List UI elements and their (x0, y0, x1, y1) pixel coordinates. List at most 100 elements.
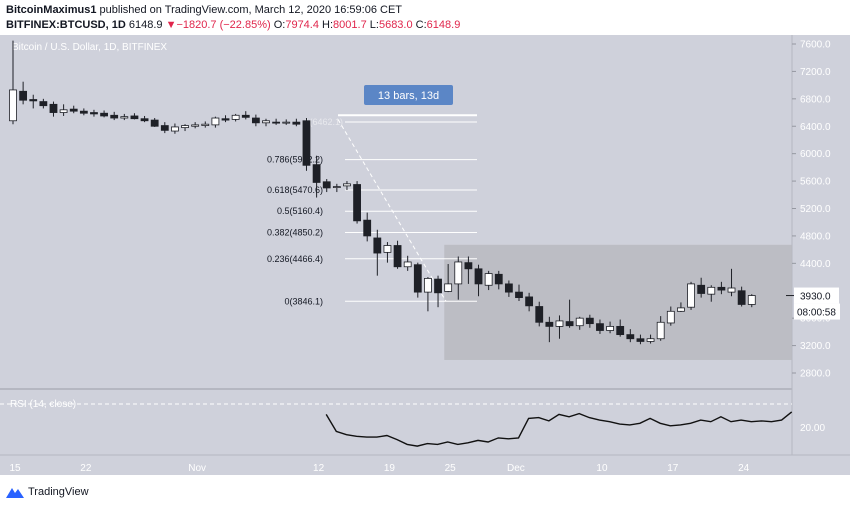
published-info: published on TradingView.com, March 12, … (99, 4, 403, 16)
candle-bearish (160, 125, 169, 131)
chart-header: BitcoinMaximus1 published on TradingView… (6, 3, 460, 33)
time-axis-background (0, 455, 850, 475)
candle-bullish (444, 283, 453, 292)
candle-bearish (39, 101, 48, 107)
price-axis-label: 7600.0 (800, 40, 831, 51)
time-axis-label: 10 (596, 463, 608, 474)
candle-bullish (332, 186, 341, 188)
candle-bullish (747, 295, 756, 305)
candle-bullish (403, 261, 412, 268)
countdown-label: 08:00:58 (797, 308, 836, 319)
last-price: 6148.9 (128, 19, 163, 31)
fib-label: 0(3846.1) (284, 296, 323, 306)
candle-bearish (585, 317, 594, 325)
candle-bearish (373, 237, 382, 254)
chart-title: Bitcoin / U.S. Dollar, 1D, BITFINEX (12, 42, 167, 53)
candle-bullish (171, 126, 179, 132)
candle-bullish (201, 123, 210, 126)
candle-bullish (484, 273, 493, 286)
candle-bullish (120, 116, 129, 119)
candle-bearish (130, 115, 139, 120)
candle-bullish (575, 317, 584, 327)
candle-bearish (19, 90, 28, 101)
candle-bullish (282, 121, 291, 124)
tradingview-footer[interactable]: TradingView (6, 486, 89, 498)
publish-line: BitcoinMaximus1 published on TradingView… (6, 3, 460, 18)
time-axis-label: 25 (445, 463, 457, 474)
symbol-label: BITFINEX:BTCUSD, 1D (6, 19, 126, 31)
current-price-box (794, 287, 839, 304)
candle-bearish (100, 112, 108, 117)
fib-label-top: 1(6462.1) (304, 117, 343, 127)
time-axis-label: 24 (738, 463, 750, 474)
candle-bearish (515, 291, 523, 299)
price-axis-label: 6800.0 (800, 94, 831, 105)
candle-bullish (454, 261, 463, 285)
candle-bullish (687, 283, 695, 308)
candle-bearish (302, 120, 311, 166)
time-axis-label: Dec (507, 463, 525, 474)
candle-bearish (626, 334, 635, 340)
fib-label: 0.618(5470.6) (267, 185, 323, 195)
chart-area[interactable]: Bitcoin / U.S. Dollar, 1D, BITFINEX RSI … (0, 35, 850, 475)
close-label: C: (415, 19, 427, 31)
candle-bearish (697, 284, 706, 294)
countdown-box (794, 303, 840, 320)
price-axis-label: 6000.0 (800, 149, 831, 160)
candle-bearish (545, 321, 554, 327)
candle-bearish (565, 321, 574, 327)
open-value: 7974.4 (285, 19, 319, 31)
price-axis-background (792, 35, 850, 455)
price-change: −1820.7 (−22.85%) (176, 19, 271, 31)
candle-bearish (292, 121, 301, 125)
rsi-pane-background (0, 390, 792, 455)
candle-bullish (555, 320, 564, 327)
fib-label: 0.786(5912.2) (267, 155, 323, 165)
candle-bullish (666, 310, 675, 324)
measure-label-box (364, 85, 453, 105)
measure-label: 13 bars, 13d (378, 90, 439, 102)
candle-bearish (353, 184, 361, 222)
candle-bearish (241, 114, 250, 118)
candle-bearish (504, 283, 513, 293)
candle-bearish (717, 286, 726, 291)
candle-bullish (424, 278, 432, 293)
fib-label: 0.5(5160.4) (277, 206, 323, 216)
candle-bearish (636, 338, 645, 342)
time-axis-label: 12 (313, 463, 325, 474)
candle-bullish (262, 120, 270, 124)
candle-bearish (140, 118, 149, 122)
candlestick-chart[interactable]: Bitcoin / U.S. Dollar, 1D, BITFINEX RSI … (0, 35, 850, 475)
candle-bearish (322, 181, 331, 189)
candle-bearish (616, 325, 625, 336)
author-name[interactable]: BitcoinMaximus1 (6, 4, 97, 16)
candle-bearish (221, 118, 230, 121)
down-arrow-icon: ▼ (165, 19, 177, 31)
current-price-label: 3930.0 (800, 292, 831, 303)
ohlc-line: BITFINEX:BTCUSD, 1D 6148.9 ▼−1820.7 (−22… (6, 18, 460, 33)
candle-bullish (343, 183, 351, 187)
tradingview-brand: TradingView (28, 486, 89, 498)
candle-bullish (211, 117, 220, 126)
time-axis-label: 19 (384, 463, 396, 474)
candle-bullish (383, 245, 392, 253)
time-axis-label: 15 (9, 463, 21, 474)
candle-bearish (69, 108, 78, 112)
candle-bearish (596, 323, 604, 331)
candle-bullish (727, 287, 736, 293)
candle-bearish (464, 262, 473, 270)
candle-bearish (49, 103, 58, 113)
low-value: 5683.0 (378, 19, 413, 31)
candle-bearish (434, 278, 442, 294)
price-axis-label: 2800.0 (800, 369, 831, 380)
candle-bullish (191, 124, 200, 127)
candle-bullish (677, 307, 685, 312)
candle-bullish (59, 109, 68, 113)
rsi-line (325, 411, 793, 447)
candle-bearish (363, 219, 372, 237)
candle-bearish (737, 290, 746, 305)
candle-bearish (79, 110, 88, 114)
candle-bullish (231, 114, 240, 120)
price-axis-label: 4800.0 (800, 231, 831, 242)
tradingview-logo-icon (6, 488, 24, 498)
